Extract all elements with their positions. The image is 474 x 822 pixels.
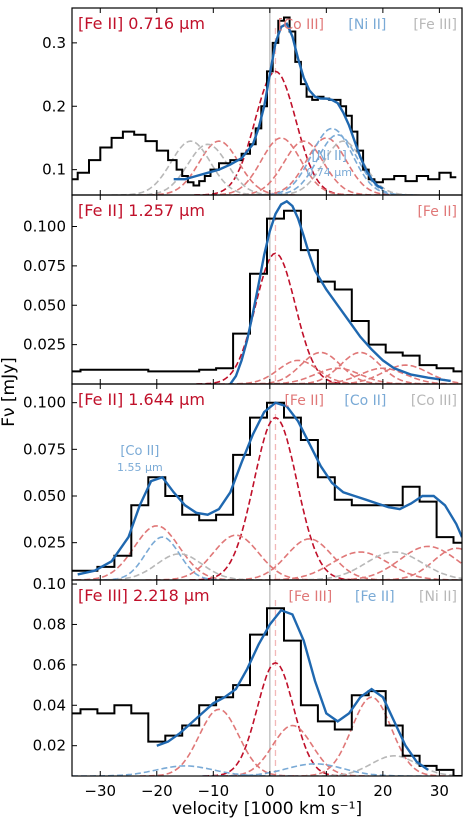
legend-entry: [Ni II] xyxy=(419,589,457,605)
component-curve xyxy=(213,724,370,776)
legend-entry: [Co III] xyxy=(411,393,457,409)
line-annotation-wavelength: 0.74 μm xyxy=(306,166,352,179)
y-tick-label: 0.075 xyxy=(23,440,66,458)
component-curve xyxy=(196,252,353,384)
legend-entry: [Co II] xyxy=(344,393,386,409)
component-curve xyxy=(247,551,462,580)
panel-1: 0.1 0.2 0.3 [Fe II] 0.716 μm [Fe III] [Ni II]… xyxy=(42,7,463,196)
component-curve xyxy=(219,538,400,580)
component-curve xyxy=(202,137,358,195)
model-fit-line xyxy=(173,22,384,190)
component-curve xyxy=(315,545,462,580)
x-axis-label: velocity [1000 km s⁻¹] xyxy=(172,799,362,819)
component-curve xyxy=(194,70,355,195)
legend-entry: [Fe II] xyxy=(355,589,395,605)
plot-area xyxy=(72,580,462,776)
y-tick-label: 0.100 xyxy=(23,394,66,412)
y-axis-label: Fν [mJy] xyxy=(0,357,19,427)
model-fit-line xyxy=(156,608,429,771)
x-tick-label: −30 xyxy=(84,782,116,800)
y-tick-label: 0.06 xyxy=(33,656,66,674)
y-tick-label: 0.04 xyxy=(33,696,66,714)
component-curve xyxy=(224,140,383,195)
legend-entry: [Fe III] xyxy=(413,17,457,33)
component-curve xyxy=(247,137,406,195)
y-tick-label: 0.100 xyxy=(23,218,66,236)
legend-entry: [Ni II] xyxy=(348,17,386,33)
component-curve xyxy=(281,551,462,580)
component-curve xyxy=(264,140,423,195)
panel-title: [Fe II] 0.716 μm xyxy=(78,14,205,33)
spectrum-data xyxy=(72,607,462,776)
component-curve xyxy=(365,547,462,580)
y-tick-label: 0.2 xyxy=(42,97,66,115)
y-tick-label: 0.3 xyxy=(42,34,66,52)
x-tick-label: 20 xyxy=(373,782,392,800)
component-curve xyxy=(128,143,287,195)
plot-area xyxy=(72,384,462,580)
panel-4: 0.02 0.04 0.06 0.08 0.10 −30 −20 −10 0 10 20 30 [Fe … xyxy=(33,575,463,800)
x-tick-label: −20 xyxy=(141,782,173,800)
legend-entry: [Fe III] xyxy=(289,589,333,605)
y-tick-label: 0.025 xyxy=(23,336,66,354)
panel-title: [Fe II] 1.257 μm xyxy=(78,201,205,220)
y-tick-label: 0.025 xyxy=(23,534,66,552)
y-tick-label: 0.08 xyxy=(33,615,66,633)
component-curve xyxy=(139,708,299,776)
component-curve xyxy=(72,525,248,580)
legend-entry: [Fe II] xyxy=(284,393,324,409)
spectrum-data xyxy=(72,209,462,373)
x-tick-label: 10 xyxy=(317,782,336,800)
line-annotation: [Co II] xyxy=(120,444,159,459)
x-tick-label: 0 xyxy=(265,782,275,800)
model-fit-line xyxy=(229,199,451,384)
component-curve xyxy=(250,127,414,195)
model-fit-line xyxy=(77,401,462,576)
component-curve xyxy=(292,696,451,776)
component-curve xyxy=(111,140,270,195)
plot-area xyxy=(72,195,462,384)
component-curve xyxy=(203,661,346,776)
component-curve xyxy=(145,534,327,580)
y-tick-label: 0.10 xyxy=(33,575,66,593)
spectrum-data xyxy=(72,401,462,572)
y-tick-label: 0.02 xyxy=(33,737,66,755)
component-curve xyxy=(189,416,360,580)
y-tick-label: 0.050 xyxy=(23,487,66,505)
plot-area xyxy=(72,8,457,195)
y-tick-label: 0.1 xyxy=(42,161,66,179)
y-tick-label: 0.075 xyxy=(23,257,66,275)
panel-frame xyxy=(71,579,463,777)
line-annotation-wavelength: 1.55 μm xyxy=(117,461,163,474)
x-tick-label: −10 xyxy=(197,782,229,800)
component-curve xyxy=(258,133,417,195)
panel-title: [Fe II] 1.644 μm xyxy=(78,390,205,409)
panel-3: 0.025 0.050 0.075 0.100 [Fe II] 1.644 μm [Co … xyxy=(23,383,463,581)
y-tick-label: 0.050 xyxy=(23,296,66,314)
component-curve xyxy=(89,553,270,580)
legend-entry: [Fe II] xyxy=(417,204,457,220)
line-annotation: [Ni II] xyxy=(312,149,347,164)
x-tick-label: 30 xyxy=(430,782,449,800)
component-curve xyxy=(219,359,375,384)
legend-entry: [Co III] xyxy=(278,17,324,33)
panel-title: [Fe III] 2.218 μm xyxy=(78,586,210,605)
panel-2: 0.025 0.050 0.075 0.100 [Fe II] 1.257 μm [Fe … xyxy=(23,194,463,385)
